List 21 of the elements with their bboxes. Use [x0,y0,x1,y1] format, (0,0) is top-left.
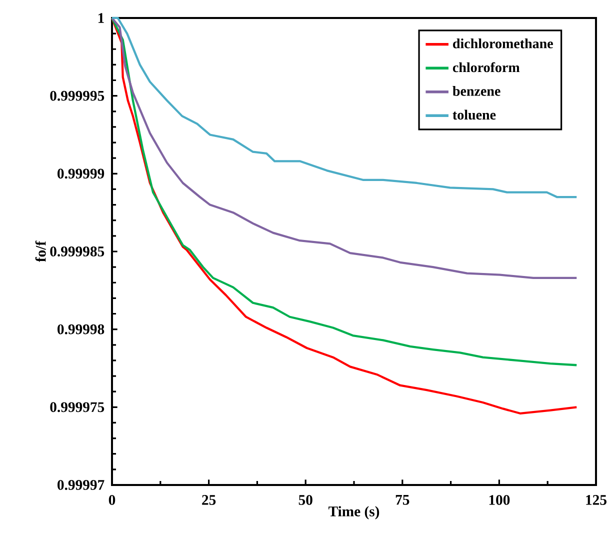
y-tick-label: 1 [98,13,104,23]
x-tick-label: 50 [298,495,312,505]
x-axis-title: Time (s) [328,506,380,520]
y-tick-label: 0.999995 [50,90,104,101]
legend-label: chloroform [452,62,520,72]
x-tick-label: 75 [396,495,410,505]
legend-label: benzene [452,86,500,96]
x-tick-label: 100 [489,495,510,505]
line-series [110,16,578,198]
y-tick-label: 0.99998 [58,324,104,334]
x-tick-label: 25 [202,495,216,505]
y-tick-label: 0.999975 [50,402,104,412]
x-tick-label: 125 [586,495,606,505]
legend-label: dichloromethane [453,38,553,48]
x-tick-label: 0 [108,495,116,505]
y-tick-label: 0.999985 [50,246,104,256]
y-tick-label: 0.99999 [58,168,104,179]
y-axis-title: fo/f [35,240,46,262]
y-tick-label: 0.99997 [58,480,104,490]
legend-label: toluene [452,110,496,120]
line-series [110,16,578,280]
